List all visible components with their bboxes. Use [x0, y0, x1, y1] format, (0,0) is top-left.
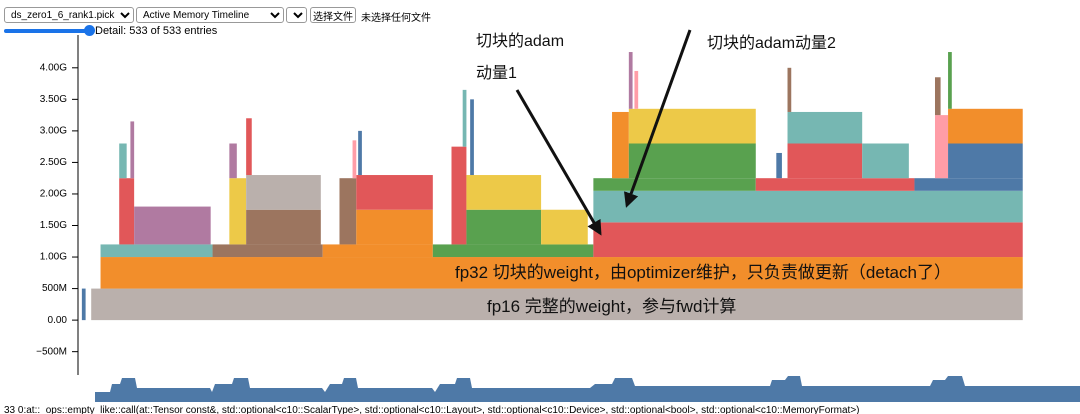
- allocation-block: [352, 140, 357, 179]
- allocation-block: [593, 222, 1023, 258]
- allocation-block: [593, 190, 1023, 223]
- allocation-block: [212, 244, 323, 258]
- y-tick-label: 500M: [42, 283, 67, 294]
- allocation-block: [229, 143, 237, 179]
- allocation-block: [628, 52, 633, 109]
- allocation-block: [948, 143, 1023, 179]
- allocation-block: [755, 178, 915, 191]
- view-select[interactable]: Active Memory Timeline: [136, 7, 284, 23]
- allocation-block: [934, 115, 949, 179]
- y-tick-label: 3.00G: [40, 126, 67, 137]
- allocation-block: [628, 143, 756, 179]
- allocation-block: [119, 178, 135, 245]
- allocation-block: [466, 209, 542, 245]
- allocation-block: [612, 111, 629, 179]
- allocation-block: [948, 108, 1023, 144]
- allocation-block: [134, 206, 211, 245]
- allocation-block: [862, 143, 909, 179]
- mini-timeline: [95, 376, 1080, 402]
- allocation-block: [451, 146, 467, 245]
- allocation-block: [229, 178, 247, 245]
- file-button[interactable]: 选择文件: [310, 7, 356, 23]
- allocation-block: [100, 244, 213, 258]
- allocation-block: [130, 121, 135, 179]
- y-tick-label: 3.50G: [40, 94, 67, 105]
- arrow: [624, 29, 692, 208]
- detail-slider[interactable]: [4, 25, 95, 36]
- allocation-block: [246, 175, 321, 210]
- allocation-block: [593, 178, 756, 191]
- annotation: fp32 切块的weight，由optimizer维护，只负责做更新（detac…: [455, 263, 951, 282]
- y-tick-label: 4.00G: [40, 62, 67, 73]
- allocation-block: [787, 67, 792, 112]
- file-status: 未选择任何文件: [361, 13, 431, 24]
- y-tick-label: 1.00G: [40, 252, 67, 263]
- y-tick-label: −500M: [36, 346, 67, 357]
- allocation-block: [914, 178, 1023, 191]
- allocation-block: [358, 130, 362, 176]
- annotation: 动量1: [476, 64, 517, 82]
- allocation-block: [541, 209, 588, 245]
- y-tick-label: 0.00: [48, 315, 68, 326]
- allocation-block: [948, 52, 952, 109]
- allocation-block: [628, 108, 756, 144]
- allocation-block: [339, 178, 357, 245]
- allocation-block: [100, 257, 1023, 289]
- allocation-block: [776, 152, 782, 179]
- y-tick-label: 1.50G: [40, 220, 67, 231]
- allocation-block: [246, 118, 252, 176]
- file-button-wrap: 选择文件: [310, 7, 356, 23]
- file-select[interactable]: ds_zero1_6_rank1.pickle: [4, 7, 134, 23]
- annotation: fp16 完整的weight，参与fwd计算: [487, 297, 736, 316]
- allocation-block: [470, 99, 474, 176]
- annotation: 切块的adam动量2: [707, 34, 836, 52]
- allocation-block: [787, 111, 863, 144]
- allocation-block: [246, 209, 321, 245]
- arrow: [515, 89, 602, 236]
- allocation-block: [787, 143, 863, 179]
- allocation-block: [462, 89, 467, 147]
- y-tick-label: 2.00G: [40, 189, 67, 200]
- allocation-block: [91, 288, 1023, 321]
- detail-label: Detail: 533 of 533 entries: [95, 25, 218, 37]
- rank-select[interactable]: 1: [286, 7, 307, 23]
- allocation-block: [356, 175, 433, 210]
- annotation: 切块的adam: [476, 32, 564, 50]
- allocation-block: [81, 288, 86, 321]
- y-tick-label: 2.50G: [40, 157, 67, 168]
- allocation-block: [934, 77, 941, 116]
- allocation-block: [466, 175, 542, 210]
- status-line: 33 0:at::_ops::empty_like::call(at::Tens…: [4, 405, 860, 414]
- allocation-block: [432, 244, 594, 258]
- allocation-block: [356, 209, 433, 245]
- allocation-block: [322, 244, 433, 258]
- allocation-block: [634, 70, 639, 109]
- allocation-block: [119, 143, 127, 179]
